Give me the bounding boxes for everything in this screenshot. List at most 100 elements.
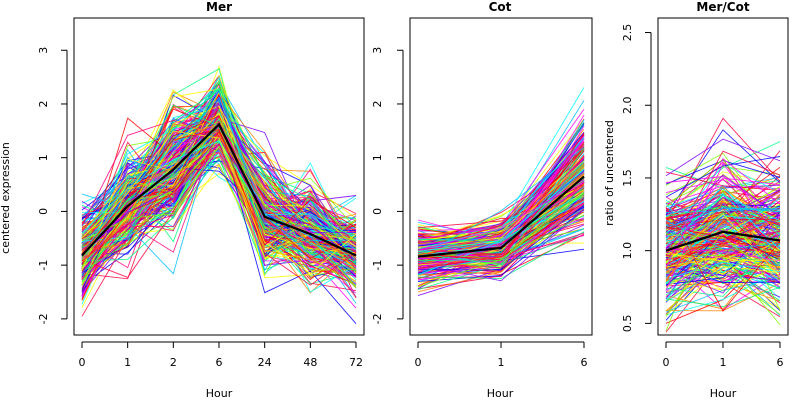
- profile-line: [81, 100, 357, 272]
- profile-line: [665, 194, 781, 246]
- profile-line: [81, 88, 357, 273]
- profile-line: [665, 213, 781, 278]
- profile-line: [81, 128, 357, 254]
- profile-line: [81, 150, 357, 242]
- profile-line: [81, 130, 357, 275]
- profile-line: [665, 196, 781, 261]
- profile-line: [81, 143, 357, 286]
- profile-lines: [417, 87, 585, 297]
- profile-line: [665, 248, 781, 262]
- panel-cot: Cot Hour -2 -1 0 1 2 3 0 1 6: [371, 0, 593, 400]
- profile-line: [81, 145, 357, 242]
- x-tick-label: 48: [303, 356, 317, 369]
- profile-line: [665, 206, 781, 231]
- plot-frame: [409, 17, 593, 336]
- mean-line: [417, 175, 585, 258]
- x-tick-label: 0: [79, 356, 86, 369]
- x-tick-label: 0: [415, 356, 422, 369]
- x-tick-label: 6: [581, 356, 588, 369]
- profile-line: [665, 174, 781, 237]
- x-axis: 0 1 6: [415, 341, 588, 369]
- profile-line: [81, 106, 357, 242]
- profile-line: [665, 186, 781, 232]
- y-tick-label: 3: [371, 47, 384, 54]
- profile-line: [665, 270, 781, 316]
- profile-line: [417, 160, 585, 248]
- profile-line: [81, 123, 357, 282]
- profile-line: [417, 192, 585, 288]
- profile-line: [665, 227, 781, 245]
- profile-line: [665, 263, 781, 283]
- profile-line: [665, 252, 781, 262]
- y-tick-label: 0: [371, 208, 384, 215]
- profile-line: [417, 204, 585, 268]
- profile-lines: [665, 117, 781, 333]
- x-tick-label: 0: [663, 356, 670, 369]
- profile-line: [665, 266, 781, 281]
- x-tick-label: 6: [216, 356, 223, 369]
- y-tick-label: 2.5: [621, 24, 634, 42]
- y-axis-label-mer: centered expression: [0, 142, 12, 254]
- profile-line: [665, 193, 781, 250]
- panel-title-mer: Mer: [206, 0, 232, 14]
- plot-frame: [657, 17, 789, 336]
- plot-area-ratio: 0.5 1.0 1.5 2.0 2.5 0 1 6: [621, 17, 789, 369]
- plot-area-mer: -2 -1 0 1 2 3 0 1 2 6 24 48 72: [37, 17, 365, 369]
- x-tick-label: 1: [720, 356, 727, 369]
- panel-title-cot: Cot: [489, 0, 512, 14]
- profile-line: [417, 155, 585, 241]
- profile-line: [665, 219, 781, 250]
- mean-line: [665, 230, 781, 252]
- profile-line: [665, 286, 781, 308]
- y-tick-label: 0.5: [621, 315, 634, 333]
- y-tick-label: -2: [37, 313, 50, 324]
- profile-line: [665, 156, 781, 198]
- y-tick-label: 0: [37, 208, 50, 215]
- profile-line: [665, 201, 781, 282]
- plot-frame: [73, 17, 365, 336]
- y-axis-label-ratio: ratio of uncentered: [603, 120, 616, 226]
- profile-line: [665, 277, 781, 313]
- profile-line: [417, 193, 585, 243]
- profile-line: [665, 158, 781, 268]
- profile-line: [417, 202, 585, 263]
- profile-line: [417, 156, 585, 255]
- y-tick-label: 2: [371, 100, 384, 107]
- x-tick-label: 24: [258, 356, 272, 369]
- profile-line: [81, 119, 357, 240]
- profile-line: [417, 186, 585, 262]
- x-tick-label: 72: [349, 356, 363, 369]
- profile-line: [665, 207, 781, 239]
- profile-line: [665, 220, 781, 281]
- profile-line: [665, 162, 781, 291]
- profile-line: [417, 168, 585, 252]
- profile-line: [665, 177, 781, 248]
- y-tick-label: 1.0: [621, 242, 634, 260]
- x-axis-label-ratio: Hour: [710, 387, 737, 400]
- profile-line: [665, 205, 781, 226]
- x-axis: 0 1 6: [663, 341, 784, 369]
- profile-line: [665, 117, 781, 224]
- y-axis: -2 -1 0 1 2 3: [37, 47, 68, 324]
- profile-line: [417, 179, 585, 251]
- profile-line: [81, 151, 357, 280]
- y-tick-label: 2: [37, 100, 50, 107]
- x-tick-label: 6: [777, 356, 784, 369]
- profile-line: [665, 246, 781, 316]
- x-tick-label: 1: [124, 356, 131, 369]
- y-axis: 0.5 1.0 1.5 2.0 2.5: [621, 24, 652, 333]
- profile-line: [665, 229, 781, 317]
- y-tick-label: -1: [37, 260, 50, 271]
- y-tick-label: 2.0: [621, 96, 634, 114]
- panel-title-ratio: Mer/Cot: [696, 0, 749, 14]
- profile-line: [665, 265, 781, 301]
- x-axis-label-cot: Hour: [487, 387, 514, 400]
- profile-line: [81, 138, 357, 287]
- profile-line: [665, 207, 781, 312]
- profile-line: [81, 105, 357, 262]
- profile-line: [665, 233, 781, 281]
- x-tick-label: 1: [498, 356, 505, 369]
- y-tick-label: 1: [37, 154, 50, 161]
- mean-line: [81, 122, 357, 257]
- profile-line: [665, 138, 781, 177]
